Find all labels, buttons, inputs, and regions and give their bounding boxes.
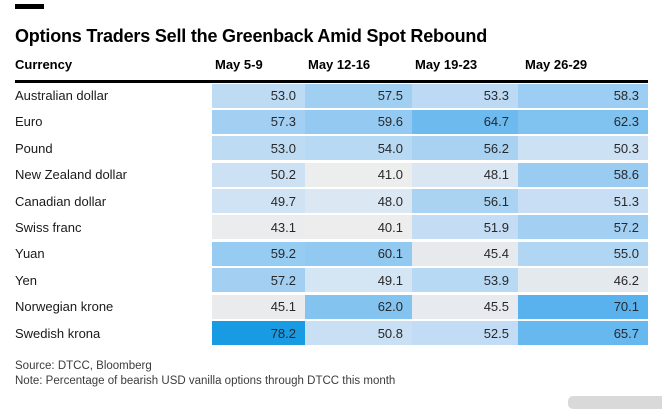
currency-label: Yen: [15, 268, 212, 293]
value-cell: 40.1: [305, 215, 412, 240]
value-cell: 62.3: [518, 109, 648, 134]
cropped-watermark: [568, 396, 662, 409]
table-row: Euro 57.3 59.6 64.7 62.3: [15, 109, 648, 134]
value-cell: 57.3: [212, 109, 305, 134]
currency-label: Pound: [15, 136, 212, 161]
value-cell: 50.3: [518, 136, 648, 161]
page-title: Options Traders Sell the Greenback Amid …: [15, 26, 488, 47]
value-cell: 56.2: [412, 136, 518, 161]
currency-label: Canadian dollar: [15, 189, 212, 214]
table-row: Swiss franc 43.1 40.1 51.9 57.2: [15, 215, 648, 240]
table-row: Yen 57.2 49.1 53.9 46.2: [15, 268, 648, 293]
value-cell: 50.2: [212, 162, 305, 187]
value-cell: 58.6: [518, 162, 648, 187]
value-cell: 55.0: [518, 241, 648, 266]
value-cell: 65.7: [518, 321, 648, 346]
value-cell: 59.6: [305, 109, 412, 134]
value-cell: 78.2: [212, 321, 305, 346]
table-row: New Zealand dollar 50.2 41.0 48.1 58.6: [15, 162, 648, 187]
value-cell: 53.9: [412, 268, 518, 293]
currency-label: New Zealand dollar: [15, 162, 212, 187]
value-cell: 49.7: [212, 189, 305, 214]
currency-label: Euro: [15, 109, 212, 134]
value-cell: 56.1: [412, 189, 518, 214]
value-cell: 45.5: [412, 294, 518, 319]
currency-label: Norwegian krone: [15, 294, 212, 319]
note-text: Note: Percentage of bearish USD vanilla …: [15, 375, 396, 387]
value-cell: 54.0: [305, 136, 412, 161]
column-header-currency: Currency: [15, 57, 73, 72]
column-header-week-4: May 26-29: [525, 57, 588, 72]
currency-label: Yuan: [15, 241, 212, 266]
source-text: Source: DTCC, Bloomberg: [15, 360, 152, 372]
currency-label: Swedish krona: [15, 321, 212, 346]
value-cell: 53.0: [212, 136, 305, 161]
table-row: Yuan 59.2 60.1 45.4 55.0: [15, 241, 648, 266]
value-cell: 58.3: [518, 83, 648, 108]
currency-label: Australian dollar: [15, 83, 212, 108]
header-rule: [15, 79, 648, 83]
value-cell: 48.1: [412, 162, 518, 187]
value-cell: 51.9: [412, 215, 518, 240]
currency-label: Swiss franc: [15, 215, 212, 240]
column-header-week-1: May 5-9: [215, 57, 263, 72]
table-header-row: Currency May 5-9 May 12-16 May 19-23 May…: [15, 57, 648, 74]
value-cell: 45.4: [412, 241, 518, 266]
value-cell: 49.1: [305, 268, 412, 293]
value-cell: 48.0: [305, 189, 412, 214]
table-row: Swedish krona 78.2 50.8 52.5 65.7: [15, 321, 648, 346]
table-row: Canadian dollar 49.7 48.0 56.1 51.3: [15, 189, 648, 214]
value-cell: 50.8: [305, 321, 412, 346]
value-cell: 70.1: [518, 294, 648, 319]
column-header-week-2: May 12-16: [308, 57, 371, 72]
table-body: Australian dollar 53.0 57.5 53.3 58.3 Euro 57.…: [15, 83, 648, 346]
value-cell: 51.3: [518, 189, 648, 214]
value-cell: 52.5: [412, 321, 518, 346]
value-cell: 64.7: [412, 109, 518, 134]
value-cell: 57.5: [305, 83, 412, 108]
value-cell: 57.2: [518, 215, 648, 240]
table-row: Pound 53.0 54.0 56.2 50.3: [15, 136, 648, 161]
value-cell: 59.2: [212, 241, 305, 266]
table-row: Norwegian krone 45.1 62.0 45.5 70.1: [15, 294, 648, 319]
value-cell: 53.3: [412, 83, 518, 108]
value-cell: 45.1: [212, 294, 305, 319]
value-cell: 62.0: [305, 294, 412, 319]
value-cell: 60.1: [305, 241, 412, 266]
value-cell: 46.2: [518, 268, 648, 293]
value-cell: 57.2: [212, 268, 305, 293]
value-cell: 53.0: [212, 83, 305, 108]
value-cell: 43.1: [212, 215, 305, 240]
bloomberg-key-mark: [15, 4, 44, 9]
table-row: Australian dollar 53.0 57.5 53.3 58.3: [15, 83, 648, 108]
value-cell: 41.0: [305, 162, 412, 187]
column-header-week-3: May 19-23: [415, 57, 478, 72]
